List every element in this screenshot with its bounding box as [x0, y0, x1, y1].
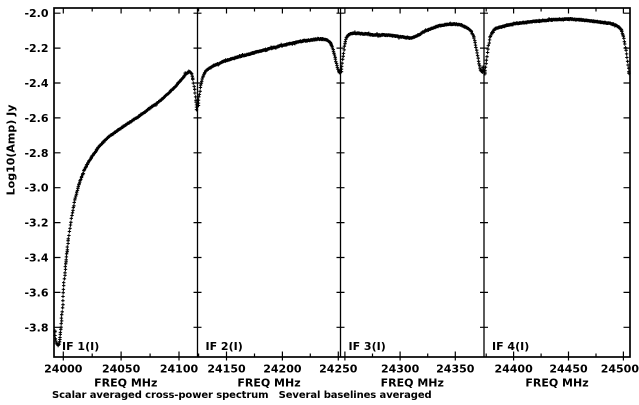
y-tick-label: -2.4 — [24, 77, 48, 90]
y-tick-label: -2.6 — [24, 112, 48, 125]
y-tick-label: -2.8 — [24, 147, 48, 160]
trace-if3 — [339, 21, 485, 74]
plot-caption: Scalar averaged cross-power spectrum Sev… — [52, 390, 432, 401]
if-panel-label: IF 1(I) — [62, 340, 99, 353]
trace-if1 — [53, 69, 199, 348]
y-tick-label: -3.8 — [24, 321, 48, 334]
x-tick-label: 24500 — [601, 363, 639, 376]
x-tick-label: 24400 — [494, 363, 533, 376]
y-axis-title: Log10(Amp) Jy — [4, 104, 18, 196]
x-tick-label: 24050 — [102, 363, 141, 376]
x-tick-label: 24350 — [436, 363, 475, 376]
x-tick-label: 24100 — [160, 363, 199, 376]
if-panel-label: IF 4(I) — [492, 340, 529, 353]
y-tick-label: -3.2 — [24, 217, 48, 230]
x-tick-label: 24450 — [549, 363, 588, 376]
y-tick-label: -3.4 — [24, 252, 48, 265]
x-axis-title: FREQ MHz — [94, 377, 157, 390]
x-axis-title: FREQ MHz — [525, 377, 588, 390]
y-tick-labels: -2.0 -2.2 -2.4 -2.6 -2.8 -3.0 -3.2 -3.4 -3.6 -3.8 — [24, 7, 48, 334]
x-tick-label: 24000 — [44, 363, 83, 376]
x-tick-label: 24250 — [319, 363, 358, 376]
y-tick-label: -2.2 — [24, 42, 48, 55]
x-tick-label: 24150 — [207, 363, 246, 376]
if-panel-label: IF 2(I) — [206, 340, 243, 353]
if-panel-label: IF 3(I) — [349, 340, 386, 353]
trace-if4 — [483, 17, 631, 76]
panel-4-labels: 24400 24450 24500 FREQ MHz IF 4(I) — [492, 340, 639, 390]
panel-2-labels: 24150 24200 24250 FREQ MHz IF 2(I) — [206, 340, 358, 390]
trace-if2 — [196, 36, 342, 108]
x-axis-title: FREQ MHz — [237, 377, 300, 390]
y-tick-label: -2.0 — [24, 7, 48, 20]
y-tick-label: -3.0 — [24, 182, 48, 195]
y-tick-label: -3.6 — [24, 286, 48, 299]
x-tick-label: 24200 — [263, 363, 302, 376]
x-axis-title: FREQ MHz — [381, 377, 444, 390]
x-tick-label: 24300 — [381, 363, 420, 376]
axis-ticks — [54, 8, 630, 361]
